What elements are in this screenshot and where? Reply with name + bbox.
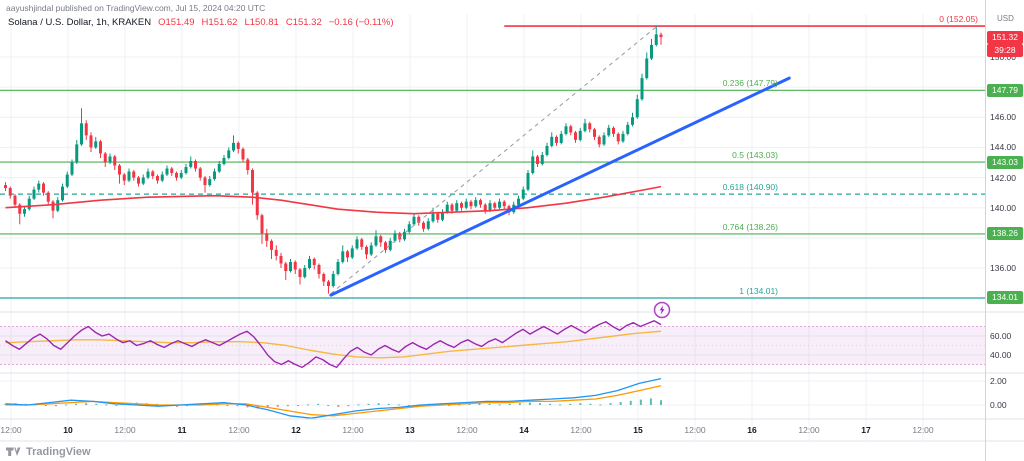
- time-label: 12:00: [342, 425, 364, 435]
- cycle-icon: [653, 301, 671, 319]
- rsi-tick-label: 60.00: [990, 331, 1012, 341]
- time-label: 17: [861, 425, 871, 435]
- rsi-tick-label: 40.00: [990, 350, 1012, 360]
- price-tick-label: 146.00: [990, 112, 1016, 123]
- tradingview-logo: [6, 447, 21, 456]
- fib-level-label: 0.764 (138.26): [722, 221, 778, 232]
- price-axis-border: [985, 0, 986, 461]
- fib-level-label: 0 (152.05): [939, 14, 978, 25]
- time-label: 14: [519, 425, 529, 435]
- price-tick-label: 140.00: [990, 202, 1016, 213]
- symbol-legend: Solana / U.S. Dollar, 1h, KRAKEN O151.49…: [8, 17, 394, 28]
- price-axis-badge: 134.01: [987, 291, 1023, 305]
- publish-note: aayushjindal published on TradingView.co…: [6, 3, 266, 13]
- time-label: 12:00: [114, 425, 136, 435]
- time-label: 12:00: [228, 425, 250, 435]
- time-label: 15: [633, 425, 643, 435]
- time-label: 12:00: [798, 425, 820, 435]
- price-tick-label: 142.00: [990, 172, 1016, 183]
- currency-label: USD: [997, 14, 1014, 23]
- change-value: −0.16 (−0.11%): [328, 17, 394, 28]
- macd-tick-label: 2.00: [990, 376, 1007, 386]
- price-axis-badge: 151.32: [987, 30, 1023, 44]
- price-tick-label: 136.00: [990, 262, 1016, 273]
- time-label: 16: [747, 425, 757, 435]
- time-label: 12:00: [456, 425, 478, 435]
- tradingview-watermark[interactable]: TradingView: [6, 444, 91, 459]
- fib-level-label: 0.5 (143.03): [732, 150, 778, 161]
- time-label: 10: [63, 425, 73, 435]
- price-tick-label: 150.00: [990, 52, 1016, 62]
- close-value: C151.32: [285, 17, 322, 28]
- fib-level-label: 0.618 (140.90): [722, 182, 778, 193]
- fib-level-label: 0.236 (147.79): [722, 78, 778, 89]
- price-axis-badge: 147.79: [987, 83, 1023, 97]
- low-value: L150.81: [244, 17, 279, 28]
- macd-tick-label: 0.00: [990, 400, 1007, 410]
- time-label: 12:00: [912, 425, 934, 435]
- time-axis[interactable]: 12:00 10 12:00 11 12:00 12 12:00 13 12:00 14 12:00…: [0, 419, 985, 441]
- price-axis-badge: 39:28: [987, 43, 1023, 57]
- price-axis-badge: 143.03: [987, 155, 1023, 169]
- symbol-title[interactable]: Solana / U.S. Dollar, 1h, KRAKEN: [8, 17, 152, 28]
- time-label: 12:00: [570, 425, 592, 435]
- tradingview-brand-text: TradingView: [26, 445, 91, 458]
- time-label: 12: [291, 425, 301, 435]
- price-axis-badge: 138.26: [987, 227, 1023, 241]
- time-label: 12:00: [0, 425, 22, 435]
- purple-cycle-marker[interactable]: [653, 301, 671, 319]
- time-label: 13: [405, 425, 415, 435]
- high-value: H151.62: [201, 17, 238, 28]
- price-tick-label: 144.00: [990, 142, 1016, 153]
- time-label: 12:00: [684, 425, 706, 435]
- fib-level-label: 1 (134.01): [739, 285, 778, 296]
- open-value: O151.49: [158, 17, 195, 28]
- price-axis[interactable]: USD 150.00 146.00 144.00 142.00 140.00 136.00…: [985, 0, 1024, 461]
- time-label: 11: [177, 425, 187, 435]
